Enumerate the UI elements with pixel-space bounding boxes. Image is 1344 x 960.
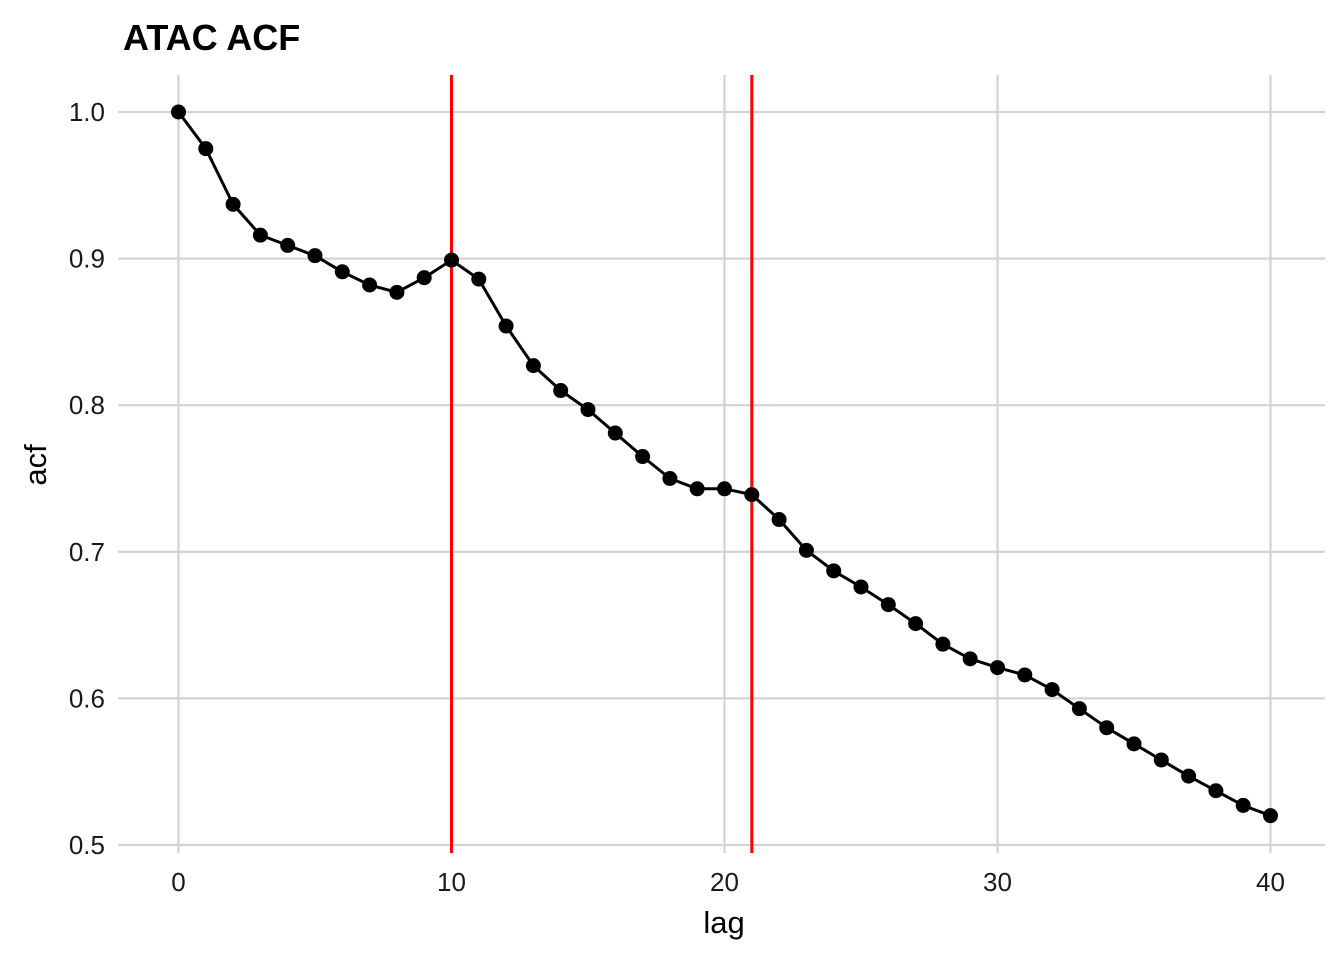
- x-tick-label: 40: [1256, 867, 1285, 897]
- data-point: [1017, 667, 1033, 683]
- data-point: [362, 277, 378, 293]
- data-point: [880, 597, 896, 613]
- data-point: [1153, 752, 1169, 768]
- data-point: [1071, 701, 1087, 717]
- x-tick-label: 0: [171, 867, 185, 897]
- data-point: [1099, 720, 1115, 736]
- data-point: [607, 425, 623, 441]
- data-point: [334, 264, 350, 280]
- data-point: [498, 318, 514, 334]
- data-point: [252, 227, 268, 243]
- data-point: [444, 252, 459, 268]
- series-acf: [171, 104, 1278, 824]
- data-point: [171, 104, 186, 120]
- grid-lines: [118, 75, 1325, 853]
- y-axis-ticks: 0.5 0.6 0.7 0.8 0.9 1.0: [69, 97, 105, 860]
- data-point: [744, 487, 760, 503]
- data-point: [962, 651, 978, 667]
- data-point: [1126, 736, 1142, 752]
- data-point: [1235, 797, 1251, 813]
- data-point: [798, 542, 814, 558]
- y-tick-label: 0.5: [69, 830, 105, 860]
- x-tick-label: 20: [710, 867, 739, 897]
- data-point: [225, 196, 241, 212]
- data-point: [1263, 808, 1278, 824]
- data-point: [1208, 783, 1224, 799]
- data-point: [580, 402, 596, 418]
- y-tick-label: 0.8: [69, 390, 105, 420]
- y-tick-label: 0.9: [69, 244, 105, 274]
- data-point: [689, 481, 705, 497]
- data-point: [935, 636, 951, 652]
- y-tick-label: 0.7: [69, 537, 105, 567]
- y-axis-label: acf: [18, 444, 53, 486]
- data-point: [717, 481, 732, 497]
- x-axis-ticks: 0 10 20 30 40: [171, 867, 1285, 897]
- data-point: [471, 271, 487, 287]
- data-point: [635, 449, 651, 465]
- data-point: [525, 358, 541, 374]
- chart-title: ATAC ACF: [123, 17, 300, 58]
- x-tick-label: 30: [983, 867, 1012, 897]
- x-axis-label: lag: [703, 905, 744, 940]
- data-point: [1044, 682, 1060, 698]
- data-point: [307, 248, 323, 264]
- y-tick-label: 0.6: [69, 683, 105, 713]
- data-point: [908, 616, 924, 632]
- data-point: [990, 660, 1005, 676]
- reference-lines: [450, 75, 754, 853]
- x-tick-label: 10: [437, 867, 466, 897]
- data-point: [826, 563, 842, 579]
- data-point: [853, 579, 869, 595]
- y-tick-label: 1.0: [69, 97, 105, 127]
- data-point: [1181, 768, 1197, 784]
- data-point: [771, 512, 787, 528]
- data-point: [416, 270, 432, 286]
- data-point: [553, 383, 569, 399]
- data-point: [662, 471, 678, 486]
- data-point: [280, 237, 296, 253]
- data-point: [198, 141, 214, 157]
- data-point: [389, 284, 405, 300]
